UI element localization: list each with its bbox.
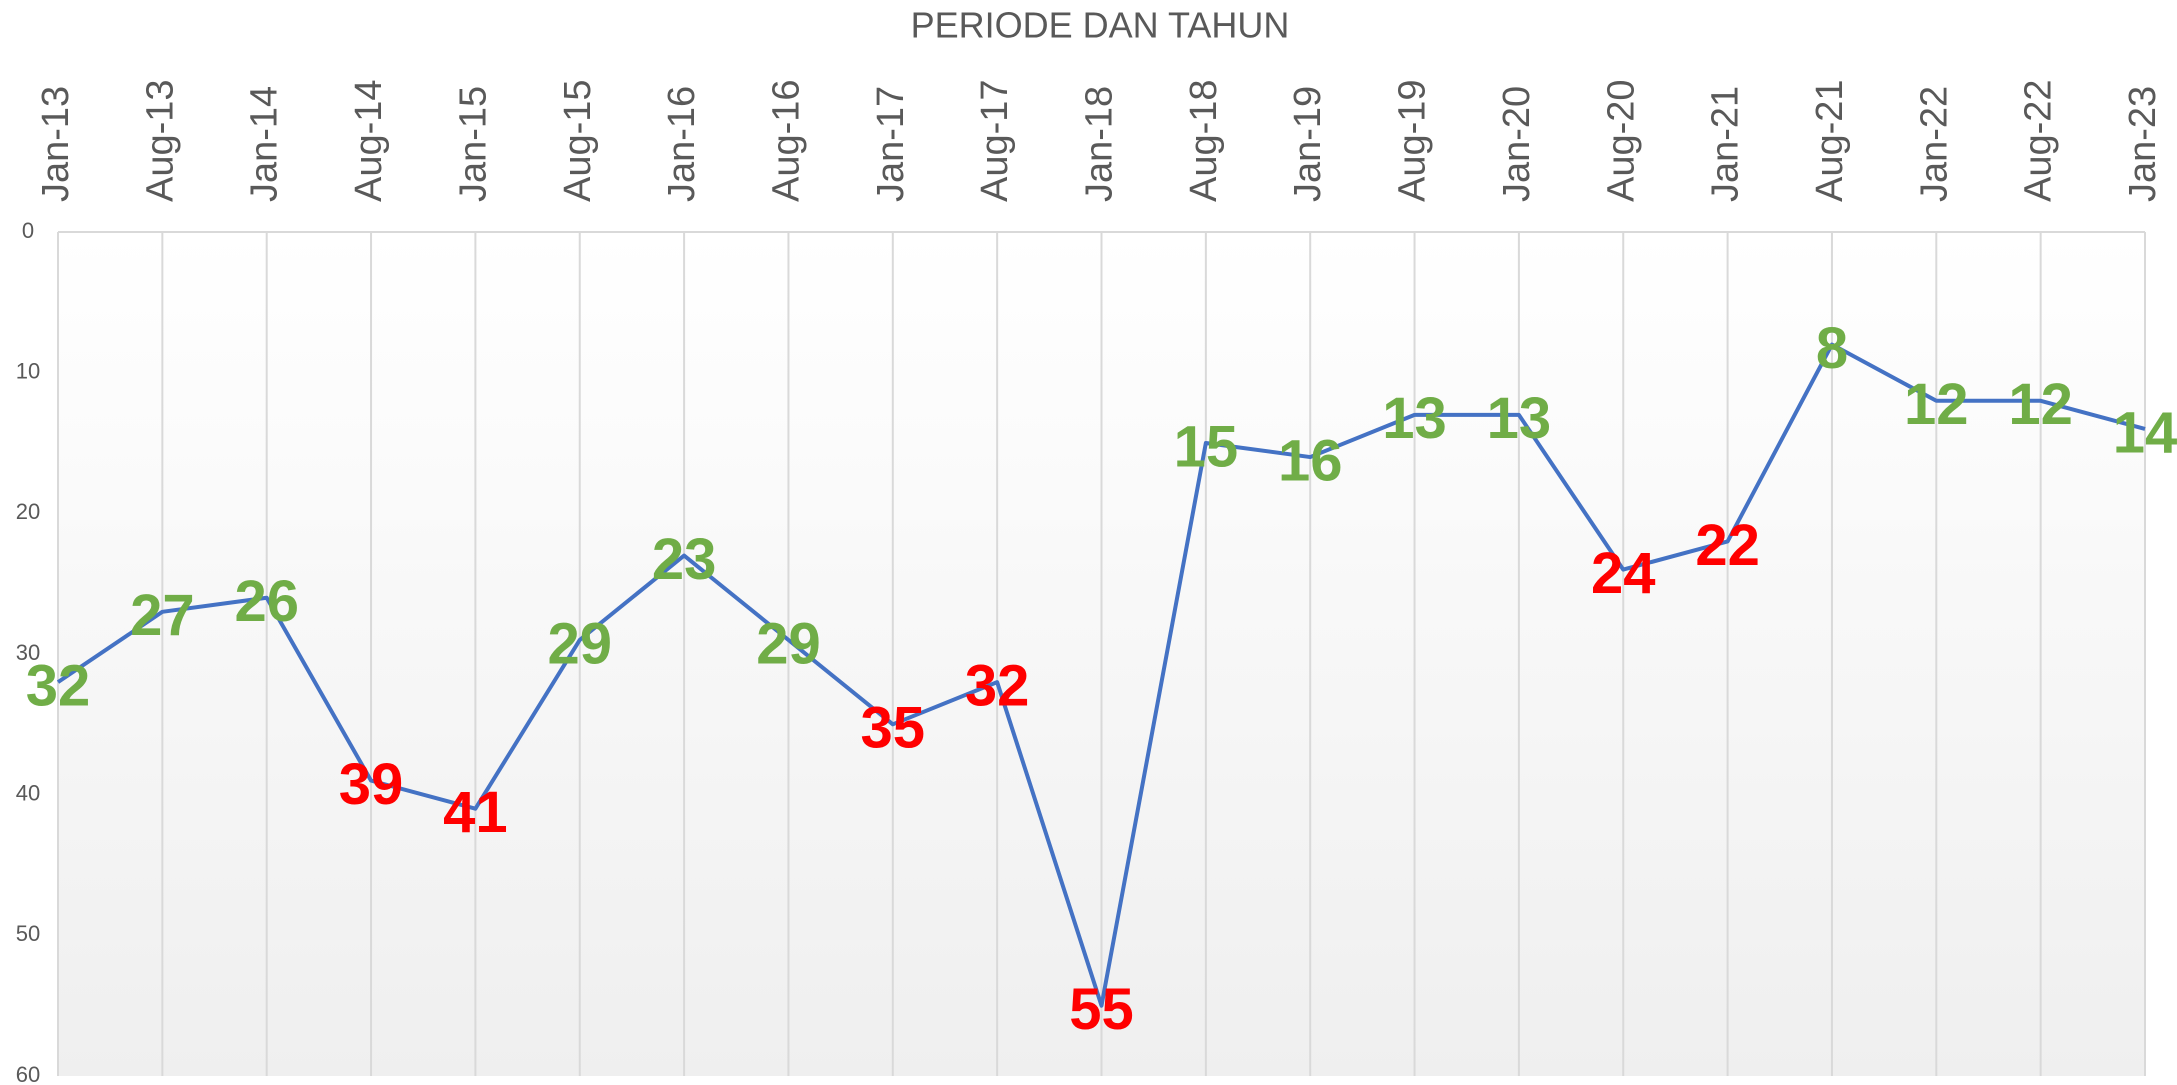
data-label: 27 (130, 583, 195, 648)
data-label: 13 (1487, 386, 1552, 451)
x-tick-label: Jan-13 (35, 86, 77, 202)
data-label: 26 (234, 569, 299, 634)
x-tick-label: Jan-21 (1705, 86, 1747, 202)
y-tick-label: 0 (22, 218, 34, 243)
x-tick-label: Aug-20 (1600, 79, 1642, 202)
data-label: 32 (26, 653, 91, 718)
data-label: 29 (547, 611, 612, 676)
x-tick-label: Jan-16 (661, 86, 703, 202)
x-tick-label: Jan-14 (244, 86, 286, 202)
data-label: 41 (443, 780, 508, 845)
data-label: 39 (339, 752, 404, 817)
x-tick-label: Jan-17 (870, 86, 912, 202)
data-label: 23 (652, 527, 717, 592)
data-label: 16 (1278, 428, 1343, 493)
x-tick-label: Aug-21 (1809, 79, 1851, 202)
data-label: 22 (1695, 513, 1760, 578)
x-tick-label: Aug-14 (348, 79, 390, 202)
data-label: 13 (1382, 386, 1447, 451)
data-label: 12 (2008, 372, 2073, 437)
data-label: 14 (2113, 400, 2177, 465)
data-label: 12 (1904, 372, 1969, 437)
y-tick-label: 50 (16, 921, 40, 946)
y-tick-label: 60 (16, 1062, 40, 1085)
data-label: 15 (1174, 414, 1239, 479)
x-tick-label: Aug-13 (139, 79, 181, 202)
x-tick-label: Aug-22 (2018, 79, 2060, 202)
x-tick-label: Aug-17 (974, 79, 1016, 202)
series-line (56, 342, 2146, 1008)
x-tick-label: Aug-16 (765, 79, 807, 202)
y-tick-label: 40 (16, 780, 40, 805)
x-tick-label: Jan-20 (1496, 86, 1538, 202)
data-label: 32 (965, 653, 1030, 718)
y-tick-label: 20 (16, 499, 40, 524)
x-tick-label: Aug-19 (1392, 79, 1434, 202)
x-tick-label: Jan-19 (1287, 86, 1329, 202)
x-tick-label: Jan-23 (2122, 86, 2164, 202)
y-tick-label: 10 (16, 358, 40, 383)
x-tick-label: Jan-22 (1913, 86, 1955, 202)
y-tick-label: 30 (16, 640, 40, 665)
data-label: 29 (756, 611, 821, 676)
data-label: 55 (1069, 977, 1134, 1042)
x-tick-label: Jan-18 (1079, 86, 1121, 202)
data-label: 8 (1816, 316, 1848, 381)
data-label: 24 (1591, 541, 1656, 606)
data-label: 35 (861, 696, 926, 761)
x-tick-label: Jan-15 (452, 86, 494, 202)
x-tick-label: Aug-18 (1183, 79, 1225, 202)
x-tick-label: Aug-15 (557, 79, 599, 202)
chart-title: PERIODE DAN TAHUN (911, 5, 1290, 46)
